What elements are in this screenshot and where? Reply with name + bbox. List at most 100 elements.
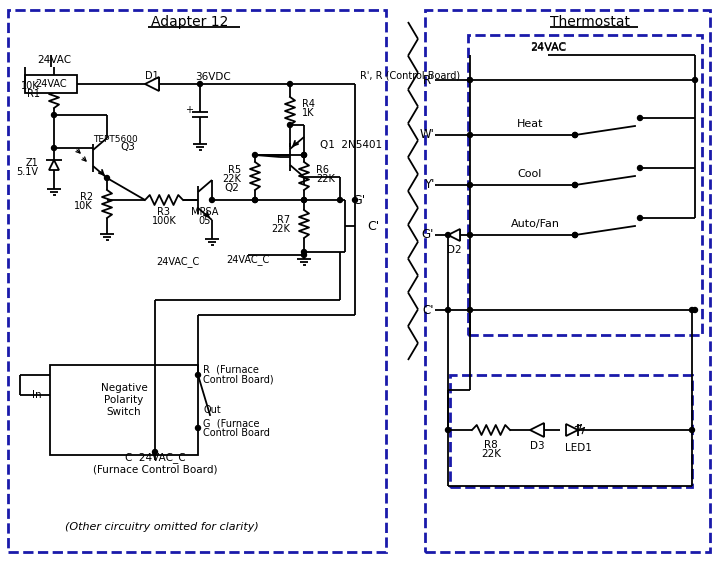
Text: 22K: 22K [481, 449, 501, 459]
Text: (Other circuitry omitted for clarity): (Other circuitry omitted for clarity) [65, 522, 259, 532]
Text: TEPT5600: TEPT5600 [93, 135, 138, 144]
Text: 24VAC: 24VAC [35, 79, 67, 89]
Circle shape [467, 307, 472, 312]
Circle shape [353, 197, 358, 202]
Text: Control Board): Control Board) [203, 375, 274, 385]
Circle shape [693, 78, 698, 83]
Circle shape [690, 307, 695, 312]
Circle shape [572, 233, 577, 238]
Text: Q1  2N5401: Q1 2N5401 [320, 140, 382, 150]
Text: Cool: Cool [518, 169, 542, 179]
Circle shape [446, 428, 451, 433]
Text: R7: R7 [277, 215, 290, 225]
Text: 24VAC_C: 24VAC_C [156, 256, 199, 268]
Circle shape [52, 112, 56, 117]
Text: R5: R5 [228, 165, 241, 175]
Text: Switch: Switch [107, 407, 141, 417]
Text: D1: D1 [145, 71, 159, 81]
Circle shape [446, 307, 451, 312]
Text: Control Board: Control Board [203, 428, 270, 438]
Text: Z1: Z1 [25, 158, 38, 168]
Text: R': R' [423, 74, 434, 87]
Text: Heat: Heat [517, 119, 544, 129]
Circle shape [253, 197, 258, 202]
Text: R8: R8 [484, 440, 498, 450]
Circle shape [572, 133, 577, 138]
Circle shape [196, 425, 200, 430]
Circle shape [572, 183, 577, 188]
Bar [8, 10, 386, 552]
Text: R', R (Control Board): R', R (Control Board) [360, 71, 460, 81]
Circle shape [302, 252, 307, 257]
Text: R1: R1 [27, 89, 40, 99]
Text: 22K: 22K [271, 224, 290, 234]
Bar [450, 375, 692, 487]
Circle shape [302, 197, 307, 202]
Text: 05: 05 [199, 216, 211, 226]
Text: G': G' [352, 193, 365, 206]
Text: D2: D2 [446, 245, 462, 255]
Text: Auto/Fan: Auto/Fan [510, 219, 559, 229]
Polygon shape [448, 229, 460, 241]
Text: C  24VAC_C: C 24VAC_C [125, 452, 185, 464]
Circle shape [302, 250, 307, 255]
Circle shape [572, 183, 577, 188]
Text: 24VAC: 24VAC [530, 43, 566, 53]
Circle shape [52, 146, 56, 151]
Text: 24VAC: 24VAC [37, 55, 71, 65]
Bar [25, 75, 77, 93]
Circle shape [153, 450, 158, 455]
Text: D3: D3 [530, 441, 544, 451]
Text: G  (Furnace: G (Furnace [203, 418, 259, 428]
Text: Q2: Q2 [224, 183, 239, 193]
Text: Out: Out [203, 405, 221, 415]
Bar [425, 10, 710, 552]
Text: MPSA: MPSA [192, 207, 219, 217]
Circle shape [467, 233, 472, 238]
Text: Polarity: Polarity [104, 395, 143, 405]
Circle shape [253, 152, 258, 157]
Circle shape [302, 152, 307, 157]
Bar [50, 365, 198, 455]
Circle shape [637, 165, 642, 170]
Circle shape [287, 123, 292, 128]
Circle shape [693, 307, 698, 312]
Text: 36VDC: 36VDC [195, 72, 231, 82]
Text: LED1: LED1 [564, 443, 591, 453]
Text: Thermostat: Thermostat [550, 15, 630, 29]
Text: 24VAC_C: 24VAC_C [226, 255, 269, 265]
Text: 24VAC: 24VAC [530, 42, 566, 52]
Text: R2: R2 [80, 192, 93, 202]
Text: 22K: 22K [222, 174, 241, 184]
Text: R3: R3 [158, 207, 171, 217]
Circle shape [196, 373, 200, 378]
Circle shape [467, 183, 472, 188]
Text: (Furnace Control Board): (Furnace Control Board) [93, 464, 217, 474]
Circle shape [467, 133, 472, 138]
Text: G': G' [422, 229, 434, 242]
Text: 22K: 22K [316, 174, 335, 184]
Circle shape [287, 81, 292, 87]
Circle shape [637, 116, 642, 120]
Text: In: In [32, 390, 42, 400]
Polygon shape [49, 160, 59, 170]
Text: Negative: Negative [101, 383, 148, 393]
Text: 10K: 10K [74, 201, 93, 211]
Circle shape [572, 233, 577, 238]
Circle shape [572, 133, 577, 138]
Circle shape [210, 197, 215, 202]
Circle shape [197, 81, 202, 87]
Circle shape [446, 233, 451, 238]
Text: 5.1V: 5.1V [16, 167, 38, 177]
Text: C': C' [367, 220, 379, 233]
Polygon shape [530, 423, 544, 437]
Text: R6: R6 [316, 165, 329, 175]
Text: R4: R4 [302, 99, 315, 109]
Circle shape [467, 78, 472, 83]
Circle shape [104, 175, 109, 180]
Bar [468, 35, 702, 335]
Text: R  (Furnace: R (Furnace [203, 365, 259, 375]
Polygon shape [566, 424, 578, 436]
Polygon shape [145, 77, 159, 91]
Circle shape [338, 197, 343, 202]
